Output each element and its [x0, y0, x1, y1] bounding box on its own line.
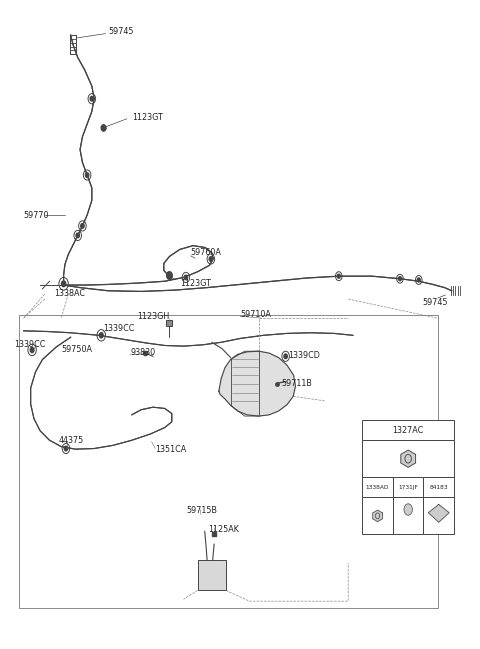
Circle shape	[64, 447, 68, 451]
Bar	[393, 477, 423, 497]
Text: 59750A: 59750A	[61, 345, 92, 354]
Text: 1339CC: 1339CC	[14, 340, 46, 349]
Text: 1338AD: 1338AD	[366, 485, 389, 490]
Circle shape	[30, 347, 34, 352]
Text: 1125AK: 1125AK	[208, 525, 239, 533]
Circle shape	[61, 281, 66, 287]
Bar	[423, 497, 454, 534]
Text: 59770: 59770	[24, 211, 49, 219]
Text: 1339CC: 1339CC	[104, 324, 135, 334]
Bar	[19, 315, 438, 607]
Polygon shape	[372, 510, 383, 522]
Text: 59760A: 59760A	[191, 248, 221, 257]
Bar	[362, 420, 454, 440]
Bar	[198, 560, 226, 591]
Circle shape	[99, 333, 103, 338]
Circle shape	[167, 272, 172, 279]
Circle shape	[184, 275, 188, 280]
Bar	[362, 477, 393, 497]
Circle shape	[101, 125, 106, 131]
Circle shape	[81, 224, 84, 228]
Polygon shape	[219, 351, 296, 416]
Text: 1731JF: 1731JF	[398, 485, 418, 490]
Text: 59745: 59745	[422, 298, 448, 307]
Text: 59715B: 59715B	[186, 506, 217, 515]
Circle shape	[284, 354, 288, 359]
Circle shape	[398, 276, 401, 281]
Bar	[423, 477, 454, 497]
Circle shape	[209, 257, 213, 262]
Bar	[362, 440, 454, 477]
Circle shape	[337, 274, 340, 278]
Text: 59745: 59745	[108, 27, 134, 36]
Text: 1123GH: 1123GH	[137, 312, 170, 321]
Text: 1327AC: 1327AC	[393, 426, 424, 435]
Bar	[362, 497, 393, 534]
Text: 93830: 93830	[131, 348, 156, 357]
Text: 84183: 84183	[430, 485, 448, 490]
Text: 59710A: 59710A	[240, 310, 271, 319]
Text: 44375: 44375	[59, 435, 84, 445]
Text: 1351CA: 1351CA	[156, 445, 187, 454]
Circle shape	[417, 278, 420, 282]
Text: 59711B: 59711B	[281, 378, 312, 387]
Polygon shape	[428, 504, 449, 522]
Circle shape	[90, 97, 94, 101]
Polygon shape	[401, 450, 416, 467]
Text: 1123GT: 1123GT	[132, 113, 163, 121]
Text: 1339CD: 1339CD	[288, 350, 320, 360]
Text: 1123GT: 1123GT	[180, 278, 211, 288]
Circle shape	[404, 504, 412, 515]
Bar	[393, 497, 423, 534]
Circle shape	[76, 233, 79, 238]
Circle shape	[85, 173, 89, 177]
Text: 1338AC: 1338AC	[54, 289, 85, 299]
